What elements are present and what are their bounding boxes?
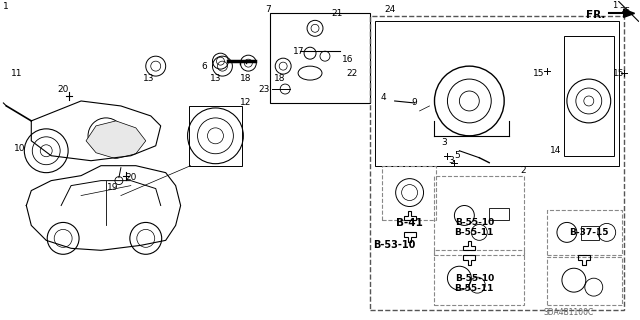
Text: B-55-10: B-55-10: [454, 218, 494, 227]
Bar: [435, 250, 524, 305]
Text: 22: 22: [346, 68, 358, 78]
Bar: [381, 166, 436, 220]
Text: B-55-10: B-55-10: [454, 274, 494, 283]
Text: 18: 18: [239, 74, 251, 83]
Bar: [370, 16, 623, 310]
Text: 25: 25: [619, 7, 630, 16]
Text: 23: 23: [259, 84, 270, 93]
Text: 7: 7: [266, 5, 271, 14]
Bar: [564, 36, 614, 156]
Text: B-37-15: B-37-15: [569, 228, 609, 237]
Text: 20: 20: [125, 173, 136, 182]
Bar: [581, 227, 599, 240]
Text: 12: 12: [239, 99, 251, 108]
Text: 10: 10: [13, 144, 25, 153]
Text: 9: 9: [412, 99, 417, 108]
Text: SDA4B1100C: SDA4B1100C: [544, 308, 594, 316]
Text: 20: 20: [58, 84, 69, 93]
Bar: [547, 211, 621, 255]
Bar: [547, 257, 621, 305]
Text: 3: 3: [449, 156, 454, 165]
Text: 14: 14: [550, 146, 562, 155]
Text: 2: 2: [520, 166, 526, 175]
Text: 4: 4: [381, 93, 387, 102]
Text: 6: 6: [202, 62, 207, 71]
Text: 24: 24: [384, 5, 396, 14]
Bar: [189, 106, 243, 166]
Text: 16: 16: [342, 55, 354, 64]
Text: 19: 19: [107, 183, 118, 192]
Text: 5: 5: [454, 151, 460, 160]
Text: 21: 21: [332, 9, 342, 18]
Text: 3: 3: [442, 138, 447, 147]
Text: 18: 18: [275, 74, 286, 83]
Text: 1: 1: [612, 1, 618, 10]
Text: B-55-11: B-55-11: [454, 284, 494, 293]
Text: 13: 13: [210, 74, 221, 83]
Text: 17: 17: [293, 47, 305, 56]
Polygon shape: [623, 9, 635, 17]
Text: 11: 11: [11, 68, 22, 78]
Bar: [435, 176, 524, 255]
Bar: [489, 209, 509, 220]
Text: B-53-10: B-53-10: [374, 240, 416, 250]
Text: 15: 15: [613, 68, 625, 78]
Text: FR.: FR.: [586, 10, 605, 20]
Bar: [270, 13, 370, 103]
Text: 15: 15: [533, 68, 545, 78]
Bar: [375, 21, 619, 166]
Text: 1: 1: [3, 2, 8, 11]
Text: B-55-11: B-55-11: [454, 228, 494, 237]
Polygon shape: [86, 121, 146, 159]
Text: 13: 13: [143, 74, 154, 83]
Text: B-41: B-41: [396, 219, 423, 228]
